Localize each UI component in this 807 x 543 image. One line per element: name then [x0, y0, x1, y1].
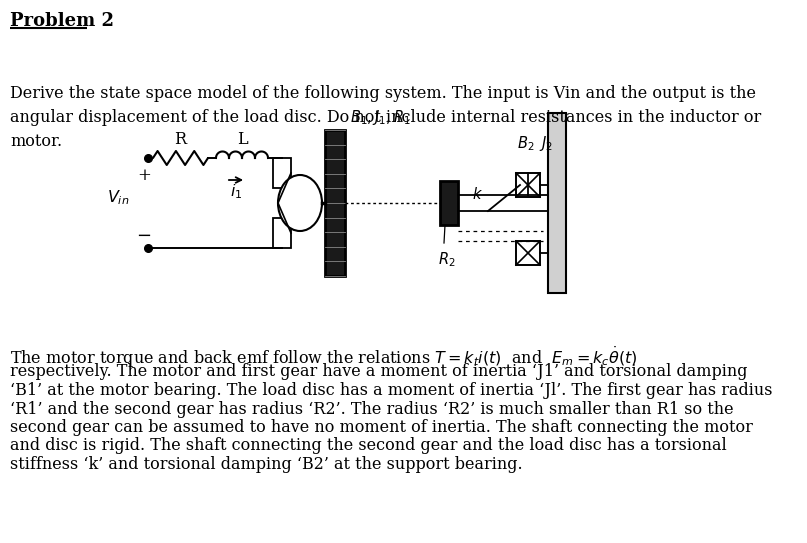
Bar [273, 158, 291, 188]
Text: $k$: $k$ [472, 186, 483, 203]
Text: ‘B1’ at the motor bearing. The load disc has a moment of inertia ‘Jl’. The first: ‘B1’ at the motor bearing. The load disc… [10, 382, 772, 399]
Text: L: L [236, 131, 247, 148]
Bar [273, 218, 291, 248]
Text: $V_{in}$: $V_{in}$ [107, 188, 129, 207]
Text: −: − [136, 227, 152, 245]
Bar [440, 181, 458, 225]
Text: second gear can be assumed to have no moment of inertia. The shaft connecting th: second gear can be assumed to have no mo… [10, 419, 753, 436]
Text: and disc is rigid. The shaft connecting the second gear and the load disc has a : and disc is rigid. The shaft connecting … [10, 438, 727, 454]
Text: $B_1, J_1, R_1$: $B_1, J_1, R_1$ [350, 108, 411, 127]
Bar [325, 130, 345, 276]
Text: The motor torque and back emf follow the relations $T = k_t i(t)$  and  $E_m = k: The motor torque and back emf follow the… [10, 345, 638, 370]
Bar [516, 173, 540, 197]
Text: Problem 2: Problem 2 [10, 12, 114, 30]
Text: Derive the state space model of the following system. The input is Vin and the o: Derive the state space model of the foll… [10, 85, 761, 150]
Text: $B_2$: $B_2$ [517, 134, 535, 153]
Bar [516, 241, 540, 265]
Ellipse shape [278, 175, 322, 231]
Text: respectively. The motor and first gear have a moment of inertia ‘J1’ and torsion: respectively. The motor and first gear h… [10, 363, 747, 381]
Text: ‘R1’ and the second gear has radius ‘R2’. The radius ‘R2’ is much smaller than R: ‘R1’ and the second gear has radius ‘R2’… [10, 401, 734, 418]
Text: $i_1$: $i_1$ [230, 182, 242, 201]
Bar [548, 113, 566, 293]
Text: $J_2$: $J_2$ [539, 134, 553, 153]
Text: $R_2$: $R_2$ [438, 250, 456, 269]
Text: stiffness ‘k’ and torsional damping ‘B2’ at the support bearing.: stiffness ‘k’ and torsional damping ‘B2’… [10, 456, 523, 473]
Text: R: R [174, 131, 186, 148]
Text: +: + [137, 167, 151, 185]
